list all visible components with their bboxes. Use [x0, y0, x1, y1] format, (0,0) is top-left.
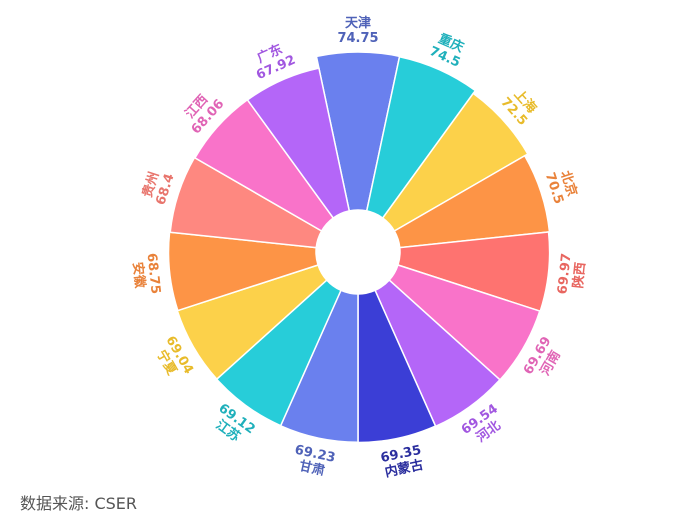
category-label: 内蒙古 [383, 457, 424, 481]
center-hole [316, 210, 400, 294]
category-label: 天津 [345, 15, 371, 31]
category-label: 安徽 [129, 261, 148, 290]
value-label: 68.75 [144, 252, 163, 294]
category-label: 北京 [557, 169, 580, 199]
value-label: 74.75 [337, 31, 378, 46]
data-source-note: 数据来源: CSER [20, 494, 138, 513]
value-label: 69.97 [555, 253, 574, 295]
category-label: 贵州 [139, 170, 162, 200]
rose-sector-上海 [381, 92, 529, 233]
category-label: 甘肃 [298, 458, 327, 479]
category-label: 陕西 [570, 261, 589, 289]
